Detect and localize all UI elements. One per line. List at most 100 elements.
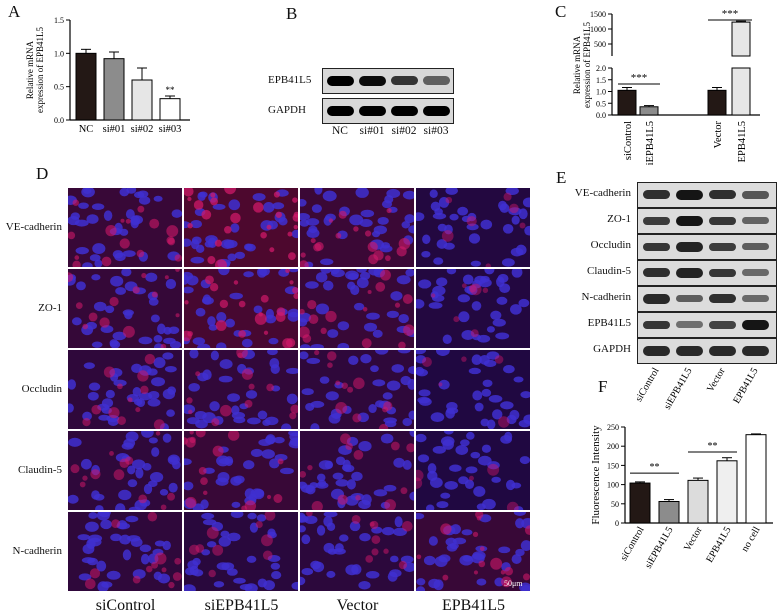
- red-signal: [68, 231, 76, 240]
- nucleus: [442, 334, 452, 345]
- nucleus: [418, 389, 431, 397]
- nucleus: [263, 202, 275, 213]
- blot-e-band: [709, 242, 736, 252]
- red-signal: [524, 525, 530, 536]
- red-signal: [490, 557, 503, 570]
- nucleus: [300, 344, 311, 348]
- y-tick-label-c: 0.0: [596, 111, 606, 120]
- nucleus: [131, 363, 143, 373]
- if-image-cell: [300, 269, 414, 348]
- red-signal: [472, 531, 479, 538]
- nucleus: [432, 285, 446, 296]
- red-signal: [262, 550, 273, 560]
- nucleus: [499, 203, 510, 213]
- nucleus: [68, 379, 77, 390]
- nucleus: [404, 214, 414, 224]
- nucleus: [162, 433, 172, 443]
- nucleus: [473, 486, 486, 497]
- red-signal: [310, 238, 316, 244]
- nucleus: [190, 256, 205, 264]
- nucleus: [230, 512, 244, 519]
- nucleus: [466, 223, 479, 231]
- y-tick-label-c: 1500: [590, 10, 606, 19]
- nucleus: [171, 209, 182, 218]
- red-signal: [125, 218, 131, 224]
- if-image-cell: [416, 269, 530, 348]
- nucleus: [416, 433, 427, 443]
- nucleus: [71, 317, 82, 326]
- blot-b-band: [359, 76, 386, 86]
- red-signal: [523, 573, 530, 581]
- red-signal: [195, 371, 201, 377]
- y-tick-label-a: 1.0: [54, 49, 64, 58]
- red-signal: [371, 548, 379, 556]
- nucleus: [465, 466, 478, 474]
- nucleus: [513, 376, 524, 383]
- if-image-cell: [300, 188, 414, 267]
- nucleus: [416, 212, 425, 222]
- nucleus: [269, 458, 280, 469]
- if-row-label: VE-cadherin: [5, 220, 62, 233]
- nucleus: [440, 492, 451, 499]
- red-signal: [285, 269, 290, 274]
- red-signal: [500, 570, 506, 575]
- nucleus: [103, 210, 113, 221]
- nucleus: [435, 350, 450, 356]
- red-signal: [185, 496, 197, 509]
- nucleus: [271, 571, 282, 580]
- nucleus: [185, 567, 195, 576]
- x-tick-label-f: siEPB41L5: [643, 525, 676, 570]
- y-tick-label-c: 1.5: [596, 76, 606, 85]
- nucleus: [157, 573, 171, 584]
- red-signal: [341, 382, 348, 389]
- nucleus: [274, 453, 288, 461]
- nucleus: [438, 379, 450, 390]
- nucleus: [128, 506, 141, 510]
- nucleus: [496, 276, 505, 288]
- red-signal: [314, 350, 320, 356]
- nucleus: [195, 244, 205, 254]
- red-signal: [382, 406, 389, 413]
- red-signal: [266, 383, 274, 392]
- nucleus: [346, 479, 356, 490]
- red-signal: [206, 526, 219, 539]
- red-signal: [314, 241, 324, 251]
- nucleus: [279, 467, 294, 475]
- red-signal: [160, 504, 167, 510]
- nucleus: [212, 203, 226, 210]
- panel-letter-f: F: [598, 377, 608, 396]
- nucleus: [209, 401, 220, 412]
- red-signal: [302, 334, 312, 343]
- nucleus: [416, 368, 428, 377]
- blot-b-band: [423, 76, 450, 85]
- x-tick-label-a: si#02: [131, 124, 154, 135]
- red-signal: [195, 431, 206, 438]
- nucleus: [301, 388, 314, 396]
- nucleus: [386, 310, 399, 319]
- red-signal: [135, 407, 141, 413]
- nucleus: [482, 379, 493, 387]
- nucleus: [481, 388, 492, 397]
- nucleus: [168, 482, 178, 493]
- panel-letter-c: C: [555, 2, 567, 21]
- significance-f: **: [708, 441, 718, 452]
- bar-a: [131, 79, 153, 121]
- red-signal: [185, 437, 196, 448]
- nucleus: [148, 437, 158, 444]
- nucleus: [315, 482, 329, 489]
- blot-e-band: [676, 268, 703, 278]
- nucleus: [82, 188, 92, 195]
- nucleus: [249, 522, 259, 533]
- if-image-cell: [184, 188, 298, 267]
- red-signal: [258, 312, 263, 317]
- red-signal: [74, 255, 80, 260]
- nucleus: [250, 448, 263, 457]
- nucleus: [432, 445, 446, 454]
- nucleus: [355, 188, 369, 198]
- red-signal: [300, 470, 307, 478]
- red-signal: [383, 548, 389, 554]
- red-signal: [224, 226, 232, 234]
- nucleus: [353, 302, 365, 311]
- if-image-cell: [68, 188, 182, 267]
- y-tick-label-c: 0.5: [596, 99, 606, 108]
